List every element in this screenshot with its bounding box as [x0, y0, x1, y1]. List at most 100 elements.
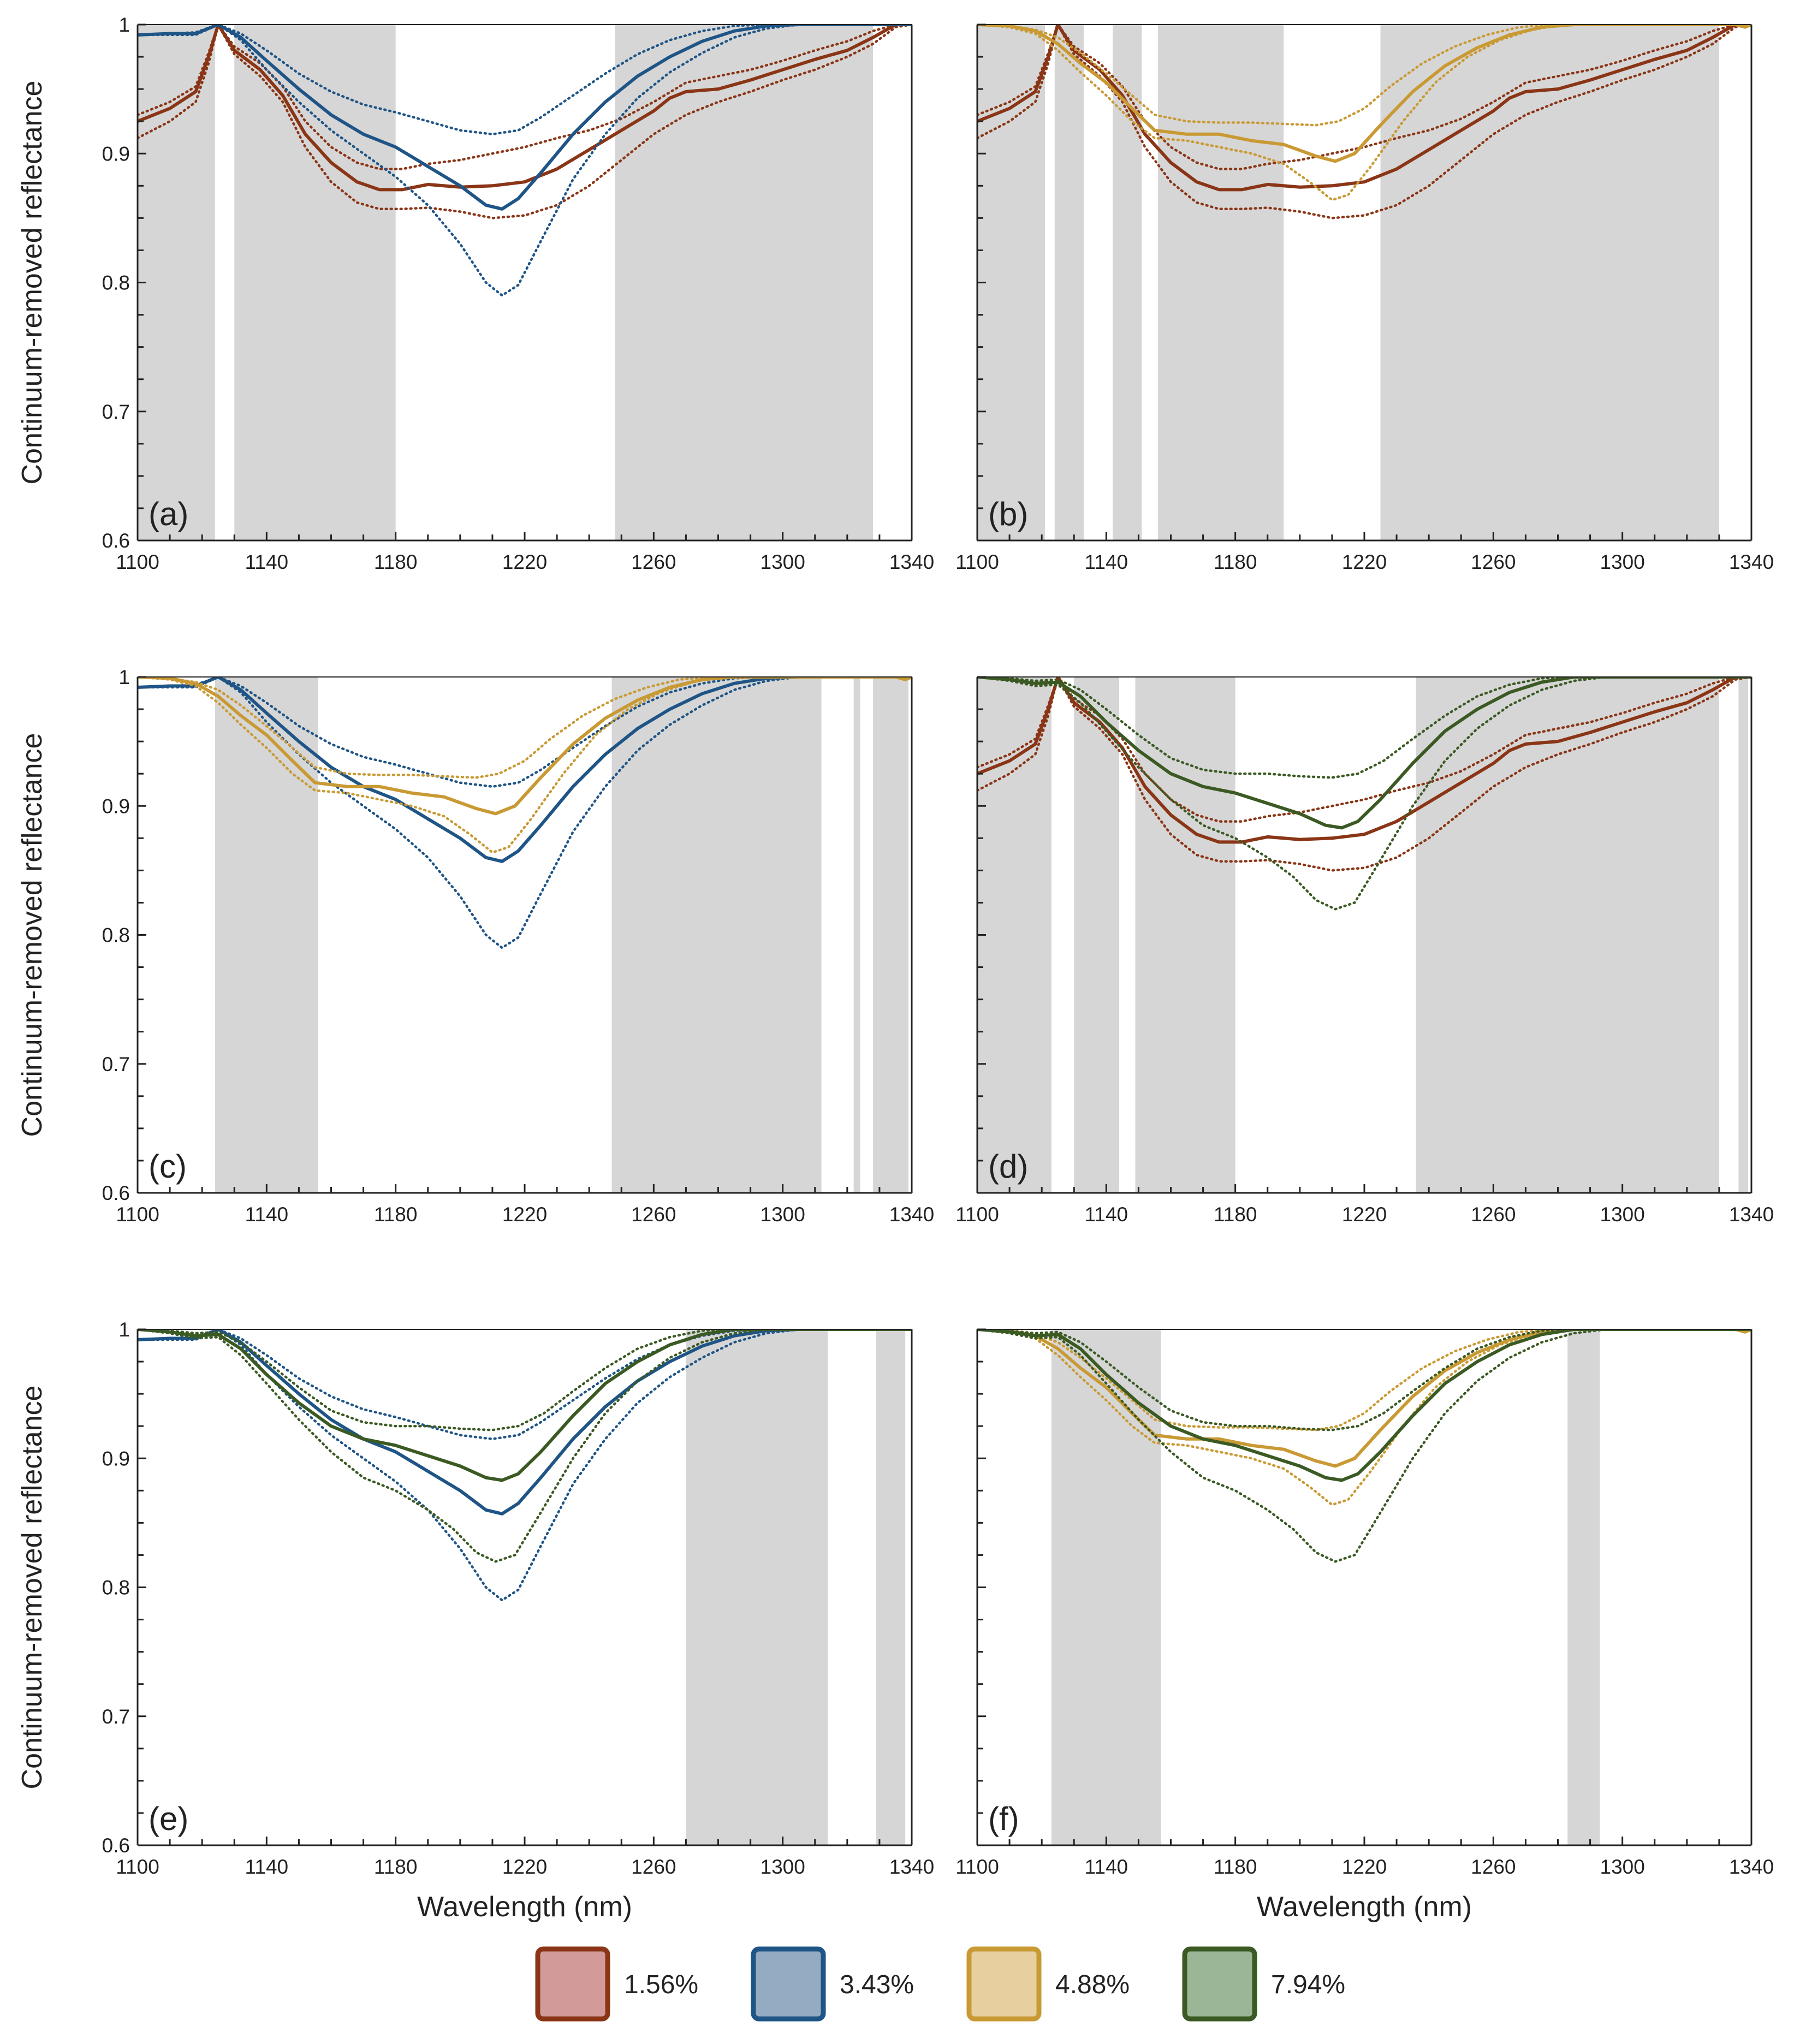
x-tick-label: 1220 [1342, 1856, 1387, 1878]
x-tick-label: 1100 [116, 551, 159, 573]
shaded-band [977, 677, 1052, 1193]
x-tick-label: 1340 [1729, 1856, 1774, 1878]
x-tick-label: 1140 [245, 1203, 289, 1226]
series-4-88pct-upper-line [977, 25, 1751, 127]
legend-label: 4.88% [1055, 1970, 1130, 1999]
x-tick-label: 1220 [502, 551, 547, 573]
x-tick-label: 1220 [1342, 551, 1387, 573]
x-tick-label: 1180 [1214, 1856, 1257, 1878]
legend-item: 1.56% [535, 1946, 698, 2022]
series-3-43pct-mean-line [138, 1329, 912, 1516]
legend-label: 3.43% [840, 1970, 914, 1999]
shaded-band [853, 677, 860, 1193]
x-tick-label: 1180 [374, 551, 418, 573]
legend-item: 7.94% [1182, 1946, 1345, 2022]
y-tick-label: 0.8 [102, 1577, 130, 1599]
x-tick-label: 1340 [889, 1203, 934, 1226]
panel-a: 0.6 0.7 0.8 0.9 1 1100 1140 1180 1220 1260 1300 134… [16, 14, 934, 573]
series-4-88pct-mean-line [977, 25, 1751, 163]
x-tick-label: 1260 [1471, 1856, 1516, 1878]
panel-f: 1100 1140 1180 1220 1260 1300 1340 Wavelength (… [955, 1328, 1774, 1923]
panel-e: 0.6 0.7 0.8 0.9 1 1100 1140 1180 1220 1260 1300 134… [16, 1318, 934, 1923]
series-group [977, 1329, 1751, 1563]
x-tick-label: 1300 [1600, 1856, 1645, 1878]
series-1-56pct-lower-line [138, 25, 912, 219]
series-1-56pct-mean-line [977, 25, 1751, 192]
series-7-94pct-lower-line [977, 1329, 1751, 1563]
panel-b: 1100 1140 1180 1220 1260 1300 1340 (b) [955, 23, 1774, 573]
x-tick-label: 1220 [502, 1203, 547, 1226]
series-3-43pct-upper-line [138, 25, 912, 136]
legend-item: 4.88% [966, 1946, 1130, 2022]
series-7-94pct-upper-line [977, 1329, 1751, 1431]
panel-label: (e) [148, 1801, 188, 1837]
y-tick-label: 0.9 [102, 142, 130, 165]
x-tick-label: 1220 [1342, 1203, 1387, 1226]
series-4-88pct-upper-line [138, 677, 912, 779]
series-3-43pct-upper-line [138, 677, 912, 788]
shaded-band [1738, 677, 1749, 1193]
x-tick-label: 1340 [889, 551, 934, 573]
x-tick-label: 1140 [1085, 1203, 1128, 1226]
panel-label: (d) [988, 1148, 1028, 1185]
y-tick-label: 1 [118, 666, 130, 688]
x-tick-label: 1300 [761, 1856, 805, 1878]
y-tick-label: 0.7 [102, 401, 130, 423]
shaded-band [1157, 25, 1284, 540]
series-7-94pct-mean-line [977, 677, 1751, 830]
series-4-88pct-lower-line [977, 1329, 1751, 1506]
y-tick-label: 1 [118, 1318, 130, 1341]
x-tick-label: 1180 [374, 1203, 418, 1226]
series-group [977, 25, 1751, 219]
y-tick-label: 0.6 [102, 1834, 130, 1857]
series-3-43pct-lower-line [138, 1329, 912, 1602]
x-tick-label: 1140 [245, 551, 289, 573]
shaded-band [215, 677, 318, 1193]
legend: 1.56% 3.43% 4.88% 7.94% [535, 1946, 1345, 2022]
y-tick-label: 0.8 [102, 272, 130, 294]
series-7-94pct-mean-line [138, 1329, 912, 1482]
series-4-88pct-mean-line [977, 1329, 1751, 1468]
series-7-94pct-upper-line [977, 677, 1751, 779]
series-4-88pct-lower-line [138, 677, 912, 854]
y-tick-label: 0.7 [102, 1053, 130, 1076]
series-group [138, 25, 912, 297]
legend-label: 7.94% [1271, 1970, 1345, 1999]
shaded-band [1135, 677, 1235, 1193]
x-tick-label: 1260 [631, 1856, 676, 1878]
chart-panels: 0.6 0.7 0.8 0.9 1 1100 1140 1180 1220 1260 1300 134… [16, 14, 1774, 1923]
shaded-band [1074, 677, 1119, 1193]
x-tick-label: 1220 [502, 1856, 547, 1878]
x-axis-title: Wavelength (nm) [417, 1891, 632, 1923]
panel-label: (b) [988, 496, 1028, 532]
series-3-43pct-lower-line [138, 25, 912, 297]
x-tick-label: 1180 [1214, 1203, 1257, 1226]
shaded-band [1380, 25, 1719, 540]
series-group [138, 677, 912, 949]
panel-label: (a) [148, 496, 188, 532]
series-7-94pct-mean-line [977, 1329, 1751, 1482]
x-tick-label: 1100 [955, 551, 999, 573]
x-tick-label: 1140 [1085, 1856, 1128, 1878]
x-axis-title: Wavelength (nm) [1257, 1891, 1472, 1923]
x-tick-label: 1300 [1600, 551, 1645, 573]
x-tick-label: 1100 [116, 1856, 159, 1878]
legend-item: 3.43% [751, 1946, 914, 2022]
shaded-band [138, 25, 215, 540]
series-7-94pct-upper-line [138, 1329, 912, 1431]
x-tick-label: 1340 [1729, 551, 1774, 573]
series-group [977, 677, 1751, 911]
shaded-band [686, 1329, 828, 1845]
series-1-56pct-mean-line [977, 677, 1751, 844]
panel-label: (c) [148, 1148, 187, 1185]
series-4-88pct-mean-line [138, 677, 912, 816]
x-tick-label: 1140 [1085, 551, 1128, 573]
x-tick-label: 1340 [889, 1856, 934, 1878]
legend-swatch [966, 1946, 1042, 2022]
y-tick-label: 0.9 [102, 795, 130, 817]
series-7-94pct-lower-line [138, 1329, 912, 1563]
shaded-band [1567, 1329, 1600, 1845]
shaded-band [873, 677, 909, 1193]
panel-d: 1100 1140 1180 1220 1260 1300 1340 (d) [955, 676, 1774, 1226]
